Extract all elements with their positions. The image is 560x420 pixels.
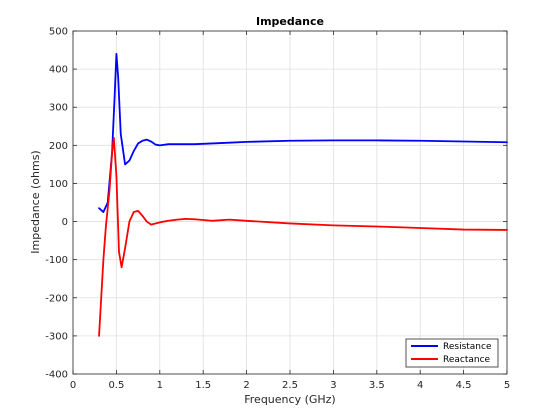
x-tick-label: 3 — [330, 380, 336, 391]
x-tick-label: 1 — [157, 380, 163, 391]
x-tick-label: 4.5 — [456, 380, 472, 391]
y-tick-label: -100 — [45, 255, 68, 266]
y-tick-label: 200 — [49, 141, 68, 152]
y-tick-label: -400 — [45, 370, 68, 381]
y-tick-label: 400 — [49, 65, 68, 76]
y-axis-label: Impedance (ohms) — [29, 150, 42, 253]
x-tick-label: 5 — [504, 380, 510, 391]
x-tick-label: 0.5 — [108, 380, 124, 391]
x-tick-label: 2 — [243, 380, 249, 391]
x-tick-label: 2.5 — [282, 380, 298, 391]
series-line-reactance — [98, 136, 508, 337]
x-tick-label: 4 — [417, 380, 423, 391]
y-tick-label: 100 — [49, 179, 68, 190]
series-line-resistance — [98, 52, 508, 213]
legend: Resistance Reactance — [405, 338, 499, 368]
legend-label-reactance: Reactance — [443, 355, 491, 365]
legend-label-resistance: Resistance — [443, 342, 492, 352]
x-tick-label: 3.5 — [369, 380, 385, 391]
y-tick-label: -200 — [45, 293, 68, 304]
x-tick-label: 0 — [70, 380, 76, 391]
legend-box — [405, 338, 499, 368]
series-lines — [98, 52, 508, 337]
axis-ticks: 0 0.5 1 1.5 2 2.5 3 3.5 4 4.5 5 500 400 300 200 100 0 -10… — [45, 27, 510, 392]
chart-title: Impedance — [256, 15, 324, 28]
y-tick-label: -300 — [45, 331, 68, 342]
x-axis-label: Frequency (GHz) — [244, 393, 335, 406]
y-tick-label: 500 — [49, 27, 68, 38]
y-tick-label: 0 — [62, 217, 68, 228]
x-tick-label: 1.5 — [195, 380, 211, 391]
y-tick-label: 300 — [49, 103, 68, 114]
